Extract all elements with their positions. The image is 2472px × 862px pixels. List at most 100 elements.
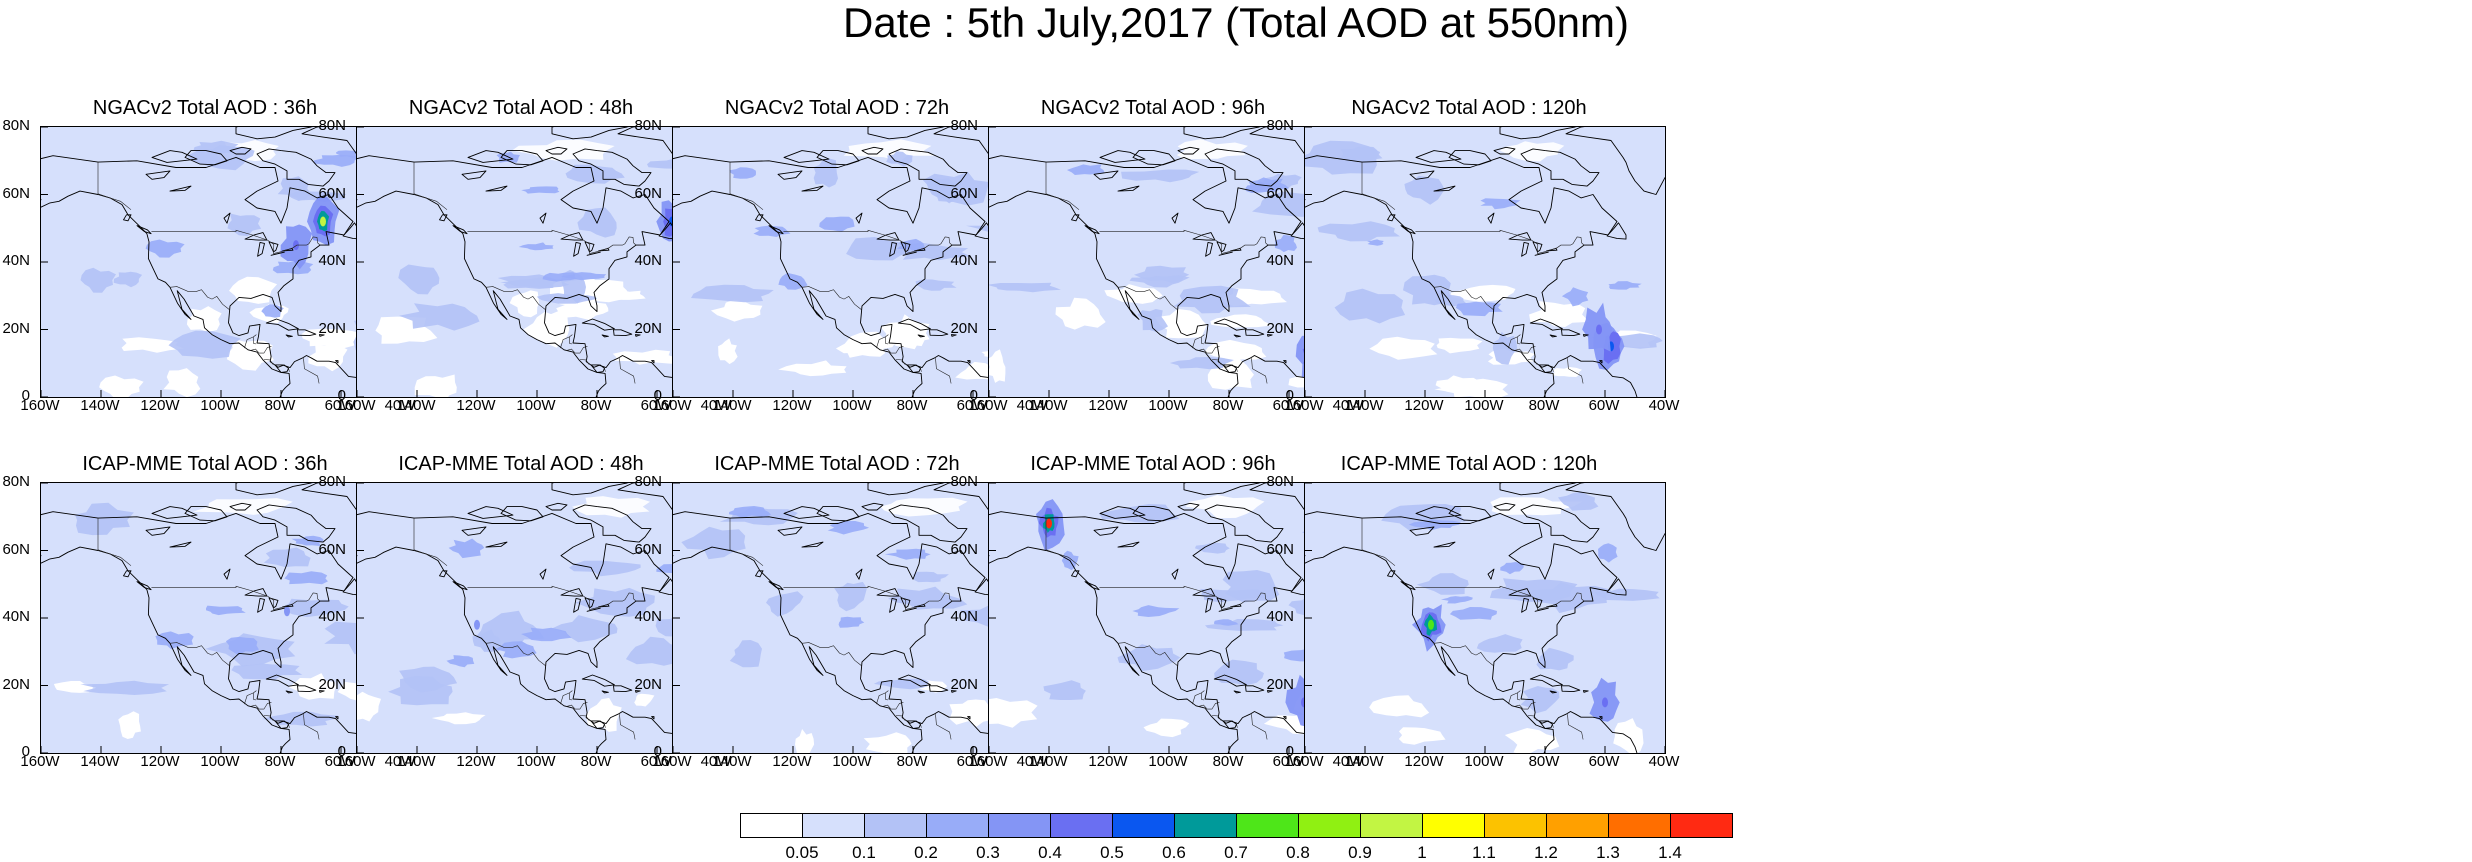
island-outline	[634, 690, 641, 693]
country-border	[783, 585, 953, 610]
aod-field-patch	[398, 264, 440, 295]
island-outline	[500, 150, 544, 166]
country-border	[560, 334, 573, 349]
x-tick-label: 160W	[336, 753, 376, 770]
y-tick-label: 20N	[634, 675, 662, 693]
y-tick-label: 20N	[1266, 319, 1294, 337]
aod-field-patch	[1499, 141, 1565, 162]
aod-field-patch	[863, 732, 912, 753]
lake-outline	[1534, 607, 1549, 612]
lake-outline	[900, 597, 911, 609]
country-border	[288, 368, 290, 372]
y-tick-label: 0	[21, 743, 30, 760]
island-outline	[888, 504, 968, 543]
aod-field-patch	[75, 502, 134, 536]
x-tick-label: 160W	[20, 397, 60, 414]
island-outline	[136, 581, 152, 591]
y-tick-label: 20N	[1266, 675, 1294, 693]
x-tick-label: 160W	[968, 397, 1008, 414]
country-border	[485, 642, 546, 666]
island-outline	[581, 674, 615, 687]
map-canvas	[989, 127, 1349, 397]
lake-outline	[777, 526, 803, 536]
map-panel: ICAP-MME Total AOD : 48h 80N 60N 40N 20N 0 160…	[316, 452, 731, 772]
country-border	[253, 336, 257, 345]
y-tick-label: 40N	[2, 608, 30, 625]
island-outline	[318, 690, 325, 693]
aod-field-patch	[922, 171, 990, 206]
y-tick-label: 20N	[318, 319, 346, 337]
x-tick-label: 140W	[80, 753, 120, 770]
country-border	[413, 162, 448, 210]
island-outline	[551, 127, 629, 140]
x-tick-label: 120W	[1088, 397, 1128, 414]
aod-field-patch	[1173, 285, 1251, 314]
island-outline	[1084, 225, 1100, 235]
aod-hotspot	[474, 619, 480, 630]
aod-field-patch	[225, 636, 259, 656]
island-outline	[1529, 674, 1563, 687]
aod-field-patch	[838, 616, 865, 628]
y-tick-label: 40N	[1266, 252, 1294, 269]
aod-map	[1304, 126, 1666, 398]
x-tick-label: 100W	[200, 753, 240, 770]
lake-outline	[573, 597, 581, 613]
aod-field-patch	[569, 560, 641, 577]
coastline-greenland	[1565, 483, 1665, 551]
panel-title: NGACv2 Total AOD : 36h	[92, 97, 318, 119]
aod-field-patch	[521, 627, 572, 642]
lake-outline	[1433, 541, 1456, 548]
island-outline	[783, 506, 830, 519]
x-tick-label: 80W	[1528, 753, 1560, 770]
aod-map	[988, 482, 1350, 754]
aod-field-patch	[1066, 164, 1105, 175]
aod-hotspot	[1428, 619, 1434, 630]
legend-color-box	[988, 813, 1051, 838]
aod-field-patch	[1369, 336, 1438, 360]
island-outline	[123, 570, 132, 578]
country-border	[604, 368, 606, 372]
lake-outline	[1192, 588, 1216, 597]
lake-outline	[461, 526, 487, 536]
country-border	[579, 715, 590, 721]
aod-field-patch	[288, 673, 336, 700]
country-border	[1514, 346, 1536, 354]
aod-field-patch	[1185, 495, 1265, 519]
y-tick-label: 0	[969, 743, 978, 760]
island-outline	[1283, 360, 1287, 364]
island-outline	[1177, 146, 1200, 155]
map-canvas	[357, 127, 717, 397]
y-tick-label: 40N	[2, 252, 30, 269]
aod-field-patch	[1440, 596, 1473, 604]
aod-field-patch	[206, 605, 246, 616]
aod-field-patch	[605, 290, 646, 300]
country-border	[1192, 690, 1205, 705]
country-border	[1045, 162, 1080, 210]
coastline-south-america	[1538, 711, 1638, 753]
island-outline	[1183, 483, 1261, 496]
aod-field-patch	[80, 680, 170, 695]
legend-color-box	[1484, 813, 1547, 838]
country-border	[1508, 334, 1521, 349]
aod-field-patch	[634, 693, 655, 707]
x-tick-label: 100W	[200, 397, 240, 414]
aod-field-patch	[1500, 562, 1524, 575]
lake-outline	[1171, 212, 1179, 224]
island-outline	[229, 146, 252, 155]
island-outline	[867, 483, 945, 496]
country-border	[729, 162, 764, 210]
island-outline	[335, 716, 339, 720]
aod-field-patch	[168, 330, 241, 359]
aod-field-patch	[186, 306, 222, 333]
x-tick-label: 40W	[384, 753, 416, 770]
island-outline	[285, 334, 293, 338]
lake-outline	[1532, 597, 1543, 609]
panel-title: ICAP-MME Total AOD : 120h	[1340, 453, 1598, 475]
aod-field-patch	[1504, 728, 1560, 753]
x-tick-label: 160W	[1284, 753, 1324, 770]
lake-outline	[900, 241, 911, 253]
island-outline	[1213, 674, 1247, 687]
island-outline	[601, 334, 609, 338]
island-outline	[1599, 716, 1603, 720]
y-tick-label: 60N	[950, 540, 978, 558]
